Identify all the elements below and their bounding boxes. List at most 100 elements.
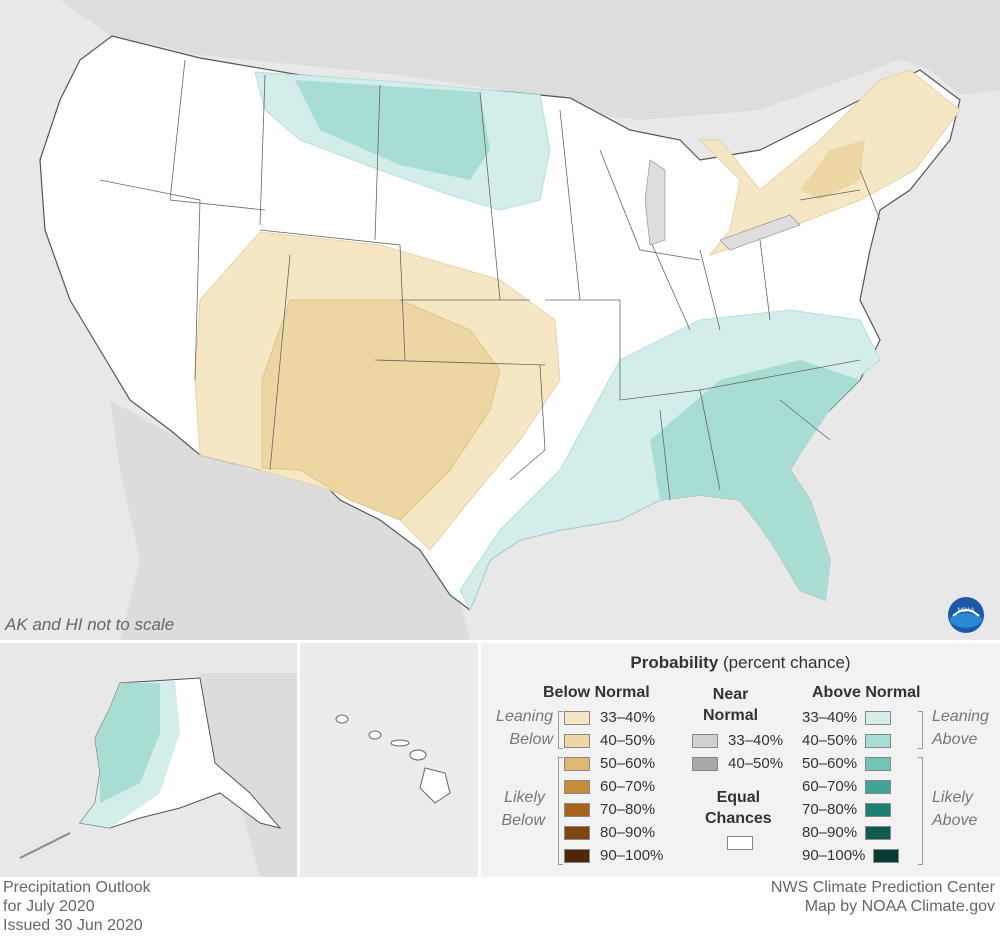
below-label-5: 70–80% xyxy=(600,801,656,818)
below-label-4: 60–70% xyxy=(600,778,656,795)
below-swatch-7 xyxy=(564,848,590,863)
above-swatch-5 xyxy=(865,802,892,817)
equal-word: Equal xyxy=(716,789,761,806)
near-normal-header: Near Normal xyxy=(703,684,758,726)
footer-issued: Issued 30 Jun 2020 xyxy=(3,917,143,934)
noaa-logo-icon: NOAA xyxy=(948,597,984,633)
below-row-6: 80–90% xyxy=(564,824,655,841)
below-row-5: 70–80% xyxy=(564,801,655,818)
above-swatch-4 xyxy=(865,779,892,794)
legend-title: Probability (percent chance) xyxy=(481,653,1000,673)
near-swatch-2 xyxy=(692,756,718,771)
footer-right: NWS Climate Prediction Center Map by NOA… xyxy=(771,878,995,916)
canada-landmass xyxy=(60,0,1000,120)
normal-word: Normal xyxy=(703,707,759,724)
island-maui xyxy=(409,749,427,761)
hawaii-inset xyxy=(300,643,478,877)
state-borders xyxy=(99,59,881,501)
above-row-2: 40–50% xyxy=(802,732,892,749)
above-likely-word: Likely xyxy=(932,789,973,806)
alaska-inset xyxy=(0,643,297,877)
below-likely-below-word: Below xyxy=(501,812,545,829)
alaska-40-above xyxy=(95,683,160,803)
below-row-7: 90–100% xyxy=(564,847,663,864)
above-above-word: Above xyxy=(932,731,978,748)
below-likely-word: Likely xyxy=(504,789,545,806)
above-likely-label: Likely Above xyxy=(932,786,977,832)
above-normal-header: Above Normal xyxy=(812,684,921,701)
footer-period: for July 2020 xyxy=(3,898,95,915)
island-hawaii xyxy=(419,767,451,804)
above-swatch-2 xyxy=(865,733,892,748)
below-row-2: 40–50% xyxy=(564,732,655,749)
above-row-3: 50–60% xyxy=(802,755,892,772)
aleutian-islands xyxy=(19,832,71,859)
footer-left: Precipitation Outlook for July 2020 Issu… xyxy=(3,878,151,935)
below-row-3: 50–60% xyxy=(564,755,655,772)
above-normal-40-southeast xyxy=(650,360,860,600)
below-swatch-3 xyxy=(564,756,590,771)
island-oahu xyxy=(368,730,382,740)
near-label-2: 40–50% xyxy=(728,755,784,772)
above-row-4: 60–70% xyxy=(802,778,892,795)
below-swatch-5 xyxy=(564,802,590,817)
hawaii-map-graphic xyxy=(335,714,451,804)
equal-chances-swatch xyxy=(727,836,753,850)
near-word: Near xyxy=(712,686,749,703)
near-row-2: 40–50% xyxy=(692,755,783,772)
below-label-7: 90–100% xyxy=(600,847,664,864)
above-label-1: 33–40% xyxy=(802,709,858,726)
below-leaning-label: Leaning Below xyxy=(483,705,553,751)
conus-map-graphic xyxy=(39,0,1000,640)
near-row-1: 33–40% xyxy=(692,732,783,749)
below-row-1: 33–40% xyxy=(564,709,655,726)
above-row-6: 80–90% xyxy=(802,824,892,841)
below-swatch-6 xyxy=(564,825,590,840)
above-swatch-6 xyxy=(865,825,892,840)
above-row-1: 33–40% xyxy=(802,709,892,726)
below-label-3: 50–60% xyxy=(600,755,656,772)
scale-note: AK and HI not to scale xyxy=(5,615,175,634)
below-label-6: 80–90% xyxy=(600,824,656,841)
above-swatch-1 xyxy=(865,710,892,725)
above-likely-above-word: Above xyxy=(932,812,978,829)
conus-map: AK and HI not to scale NOAA xyxy=(0,0,1000,640)
above-row-7: 90–100% xyxy=(802,847,900,864)
below-normal-40-newyork xyxy=(800,140,865,200)
above-label-3: 50–60% xyxy=(802,755,858,772)
above-label-2: 40–50% xyxy=(802,732,858,749)
below-swatch-1 xyxy=(564,710,590,725)
legend-title-rest: (percent chance) xyxy=(718,653,851,672)
above-swatch-3 xyxy=(865,756,892,771)
above-label-4: 60–70% xyxy=(802,778,858,795)
legend-title-bold: Probability xyxy=(630,653,719,672)
above-likely-bracket xyxy=(918,757,923,865)
below-normal-40-southwest xyxy=(261,299,501,521)
above-swatch-7 xyxy=(873,848,900,863)
mexico-landmass xyxy=(110,400,470,640)
above-label-7: 90–100% xyxy=(802,847,866,864)
alaska-map-graphic xyxy=(19,673,297,877)
above-leaning-word: Leaning xyxy=(932,708,989,725)
below-swatch-2 xyxy=(564,733,590,748)
lake-erie xyxy=(719,214,801,251)
legend-panel: Probability (percent chance) Below Norma… xyxy=(481,643,1000,877)
below-leaning-word: Leaning xyxy=(496,708,553,725)
below-leaning-bracket xyxy=(558,711,563,749)
below-row-4: 60–70% xyxy=(564,778,655,795)
above-leaning-label: Leaning Above xyxy=(932,705,989,751)
above-leaning-bracket xyxy=(918,711,923,749)
above-normal-40-north xyxy=(295,80,490,180)
footer-agency: NWS Climate Prediction Center xyxy=(770,879,995,896)
above-label-5: 70–80% xyxy=(802,801,858,818)
below-swatch-4 xyxy=(564,779,590,794)
below-likely-label: Likely Below xyxy=(483,786,545,832)
equal-chances-header: Equal Chances xyxy=(705,787,772,829)
near-label-1: 33–40% xyxy=(728,732,784,749)
lake-michigan xyxy=(644,159,666,246)
footer-outlook-title: Precipitation Outlook xyxy=(3,879,151,896)
below-likely-bracket xyxy=(558,757,563,865)
above-row-5: 70–80% xyxy=(802,801,892,818)
below-label-1: 33–40% xyxy=(600,709,656,726)
noaa-logo-text: NOAA xyxy=(957,608,974,614)
